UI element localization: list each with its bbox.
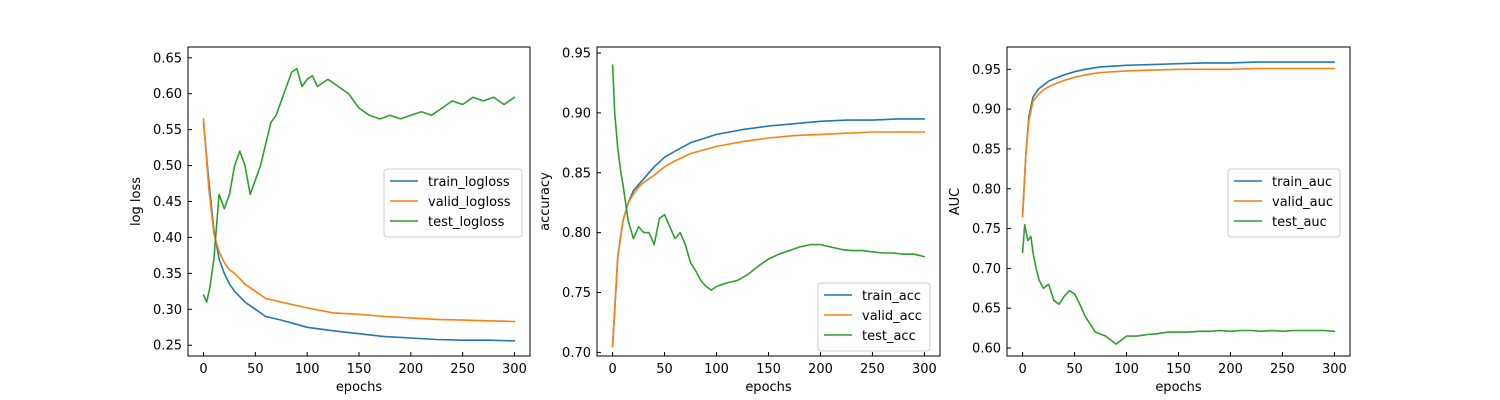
- logloss-xtick-label: 0: [199, 362, 207, 377]
- accuracy-legend: train_acc valid_acc test_acc: [817, 282, 931, 352]
- logloss-ytick-label: 0.25: [153, 339, 182, 354]
- auc-ytick-label: 0.80: [972, 182, 1001, 197]
- auc-ytick-label: 0.85: [972, 142, 1001, 157]
- accuracy-series-test_acc: [611, 64, 926, 291]
- accuracy-x-axis-label: epochs: [745, 380, 792, 395]
- auc-ytick-label: 0.75: [972, 222, 1001, 237]
- accuracy-ytick-label: 0.90: [562, 106, 591, 121]
- logloss-xtick-label: 200: [398, 362, 423, 377]
- logloss-y-axis-label: log loss: [129, 177, 144, 226]
- auc-legend: train_auc valid_auc test_auc: [1227, 168, 1341, 238]
- logloss-xtick-label: 50: [247, 362, 264, 377]
- logloss-legend-label-test_logloss: test_logloss: [428, 215, 505, 230]
- accuracy-ytick-label: 0.80: [562, 226, 591, 241]
- accuracy-xtick-label: 100: [704, 362, 729, 377]
- auc-series-train_auc: [1021, 61, 1336, 218]
- auc-panel: 0 50 100 150 200 250 300 0.60 0.65 0.70 0.75 0.80 0.…: [948, 46, 1351, 395]
- auc-ytick-label: 0.65: [972, 302, 1001, 317]
- accuracy-legend-label-valid_acc: valid_acc: [862, 309, 922, 324]
- auc-xtick-label: 300: [1322, 362, 1347, 377]
- auc-ytick-label: 0.95: [972, 63, 1001, 78]
- accuracy-ytick-label: 0.95: [562, 46, 591, 61]
- logloss-legend-box: [383, 168, 523, 238]
- logloss-ytick-label: 0.50: [153, 159, 182, 174]
- logloss-ytick-label: 0.65: [153, 51, 182, 66]
- auc-ytick-label: 0.90: [972, 103, 1001, 118]
- accuracy-legend-label-train_acc: train_acc: [862, 289, 921, 304]
- accuracy-ytick-label: 0.85: [562, 166, 591, 181]
- auc-ytick-label: 0.70: [972, 262, 1001, 277]
- accuracy-xtick-label: 0: [608, 362, 616, 377]
- logloss-xtick-label: 150: [347, 362, 372, 377]
- logloss-legend-label-train_logloss: train_logloss: [428, 175, 510, 190]
- logloss-ytick-label: 0.55: [153, 123, 182, 138]
- accuracy-xtick-label: 50: [656, 362, 673, 377]
- logloss-ytick-label: 0.30: [153, 303, 182, 318]
- accuracy-legend-box: [817, 282, 931, 352]
- auc-xtick-label: 150: [1166, 362, 1191, 377]
- auc-xtick-label: 250: [1270, 362, 1295, 377]
- logloss-series-valid_logloss: [202, 118, 516, 323]
- auc-series-valid_auc: [1021, 67, 1336, 218]
- logloss-xtick-label: 250: [450, 362, 475, 377]
- logloss-x-axis-label: epochs: [336, 380, 383, 395]
- accuracy-xtick-label: 300: [912, 362, 937, 377]
- logloss-series-test_logloss: [202, 67, 516, 303]
- auc-legend-label-train_auc: train_auc: [1272, 175, 1332, 190]
- auc-y-axis-label: AUC: [948, 188, 963, 216]
- accuracy-legend-label-test_acc: test_acc: [862, 329, 916, 344]
- accuracy-xtick-label: 250: [860, 362, 885, 377]
- logloss-xtick-label: 100: [295, 362, 320, 377]
- auc-ytick-label: 0.60: [972, 342, 1001, 357]
- auc-legend-label-valid_auc: valid_auc: [1272, 195, 1333, 210]
- accuracy-y-axis-label: accuracy: [538, 172, 553, 231]
- accuracy-ytick-label: 0.75: [562, 286, 591, 301]
- logloss-ytick-label: 0.35: [153, 267, 182, 282]
- accuracy-panel: 0 50 100 150 200 250 300 0.70 0.75 0.80 0.85 0.90 0.…: [538, 46, 941, 395]
- auc-xtick-label: 100: [1114, 362, 1139, 377]
- logloss-panel: 0 50 100 150 200 250 300 0.25 0.30 0.35 0.40 0.45 0.…: [129, 46, 531, 395]
- logloss-ytick-label: 0.45: [153, 195, 182, 210]
- accuracy-series-valid_acc: [611, 131, 926, 348]
- logloss-legend-label-valid_logloss: valid_logloss: [428, 195, 511, 210]
- accuracy-ytick-label: 0.70: [562, 346, 591, 361]
- logloss-legend: train_logloss valid_logloss test_logloss: [383, 168, 523, 238]
- accuracy-xtick-label: 150: [756, 362, 781, 377]
- accuracy-xtick-label: 200: [808, 362, 833, 377]
- auc-legend-box: [1227, 168, 1341, 238]
- logloss-series-train_logloss: [202, 121, 516, 342]
- logloss-xtick-label: 300: [502, 362, 527, 377]
- logloss-ytick-label: 0.40: [153, 231, 182, 246]
- auc-series-test_auc: [1021, 223, 1336, 345]
- auc-xtick-label: 0: [1018, 362, 1026, 377]
- auc-xtick-label: 200: [1218, 362, 1243, 377]
- auc-legend-label-test_auc: test_auc: [1272, 215, 1327, 230]
- logloss-ytick-label: 0.60: [153, 87, 182, 102]
- auc-x-axis-label: epochs: [1155, 380, 1202, 395]
- auc-xtick-label: 50: [1066, 362, 1083, 377]
